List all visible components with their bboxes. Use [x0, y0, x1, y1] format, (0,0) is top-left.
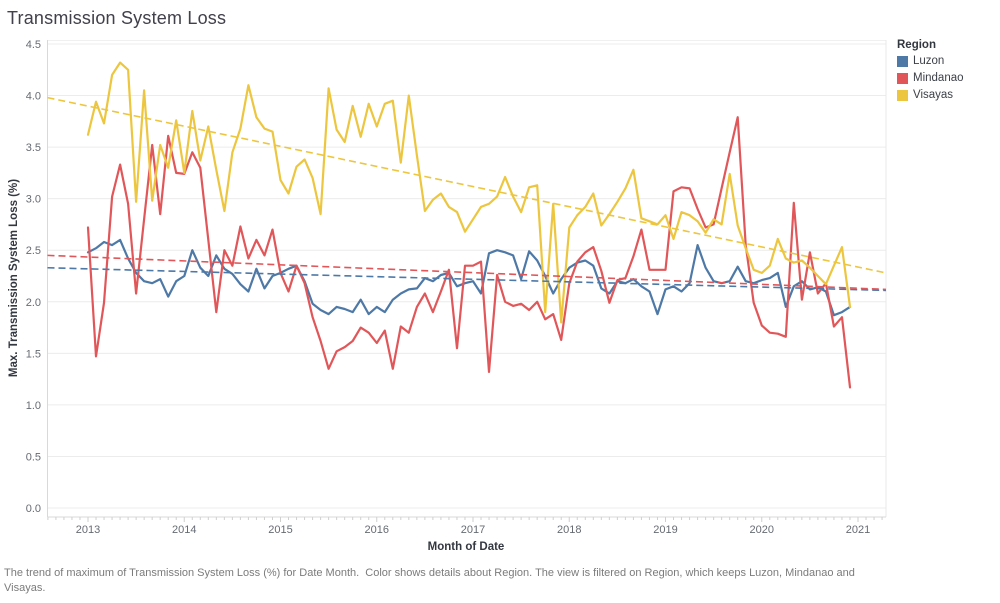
chart-svg[interactable]: 0.0 0.5 1.0 1.5 2.0 2.5 3.0 3.5 4.0 4.5 2013 2014 20… — [0, 40, 900, 565]
mindanao-swatch-icon — [897, 72, 908, 84]
y-tick-label: 1.0 — [26, 400, 41, 412]
series-line-luzon[interactable] — [86, 238, 852, 317]
y-tick-label: 4.0 — [26, 91, 41, 103]
luzon-swatch-icon — [897, 55, 908, 67]
trend-line-mindanao — [47, 254, 887, 291]
x-tick-label: 2014 — [172, 524, 196, 536]
legend-item-label: Visayas — [913, 89, 954, 101]
x-tick-label: 2021 — [846, 524, 870, 536]
x-axis-title: Month of Date — [427, 541, 505, 553]
x-tick-label: 2019 — [653, 524, 677, 536]
legend: Region Luzon Mindanao Visayas — [897, 39, 964, 106]
series-line-mindanao[interactable] — [86, 116, 852, 389]
x-tick-label: 2015 — [268, 524, 292, 536]
y-axis-title: Max. Transmission System Loss (%) — [8, 178, 20, 378]
legend-item-mindanao[interactable]: Mindanao — [897, 72, 964, 84]
legend-item-visayas[interactable]: Visayas — [897, 89, 964, 101]
x-tick-label: 2020 — [750, 524, 774, 536]
x-tick-label: 2016 — [365, 524, 389, 536]
legend-title: Region — [897, 39, 936, 51]
legend-item-label: Mindanao — [913, 72, 964, 84]
y-tick-label: 1.5 — [26, 348, 41, 360]
y-tick-label: 3.0 — [26, 194, 41, 206]
legend-item-luzon[interactable]: Luzon — [897, 55, 964, 67]
x-tick-label: 2017 — [461, 524, 485, 536]
y-tick-label: 2.5 — [26, 245, 41, 257]
trend-line-visayas — [47, 96, 887, 274]
y-tick-label: 0.0 — [26, 503, 41, 515]
trend-line-luzon — [47, 266, 887, 292]
series-line-visayas[interactable] — [86, 61, 852, 324]
y-tick-label: 2.0 — [26, 297, 41, 309]
y-tick-label: 3.5 — [26, 142, 41, 154]
page-title: Transmission System Loss — [7, 8, 227, 28]
y-tick-label: 4.5 — [26, 40, 41, 51]
legend-item-label: Luzon — [913, 55, 945, 67]
caption: The trend of maximum of Transmission Sys… — [4, 567, 858, 594]
visayas-swatch-icon — [897, 89, 908, 101]
x-tick-label: 2013 — [76, 524, 100, 536]
y-tick-label: 0.5 — [26, 451, 41, 463]
x-tick-label: 2018 — [557, 524, 581, 536]
